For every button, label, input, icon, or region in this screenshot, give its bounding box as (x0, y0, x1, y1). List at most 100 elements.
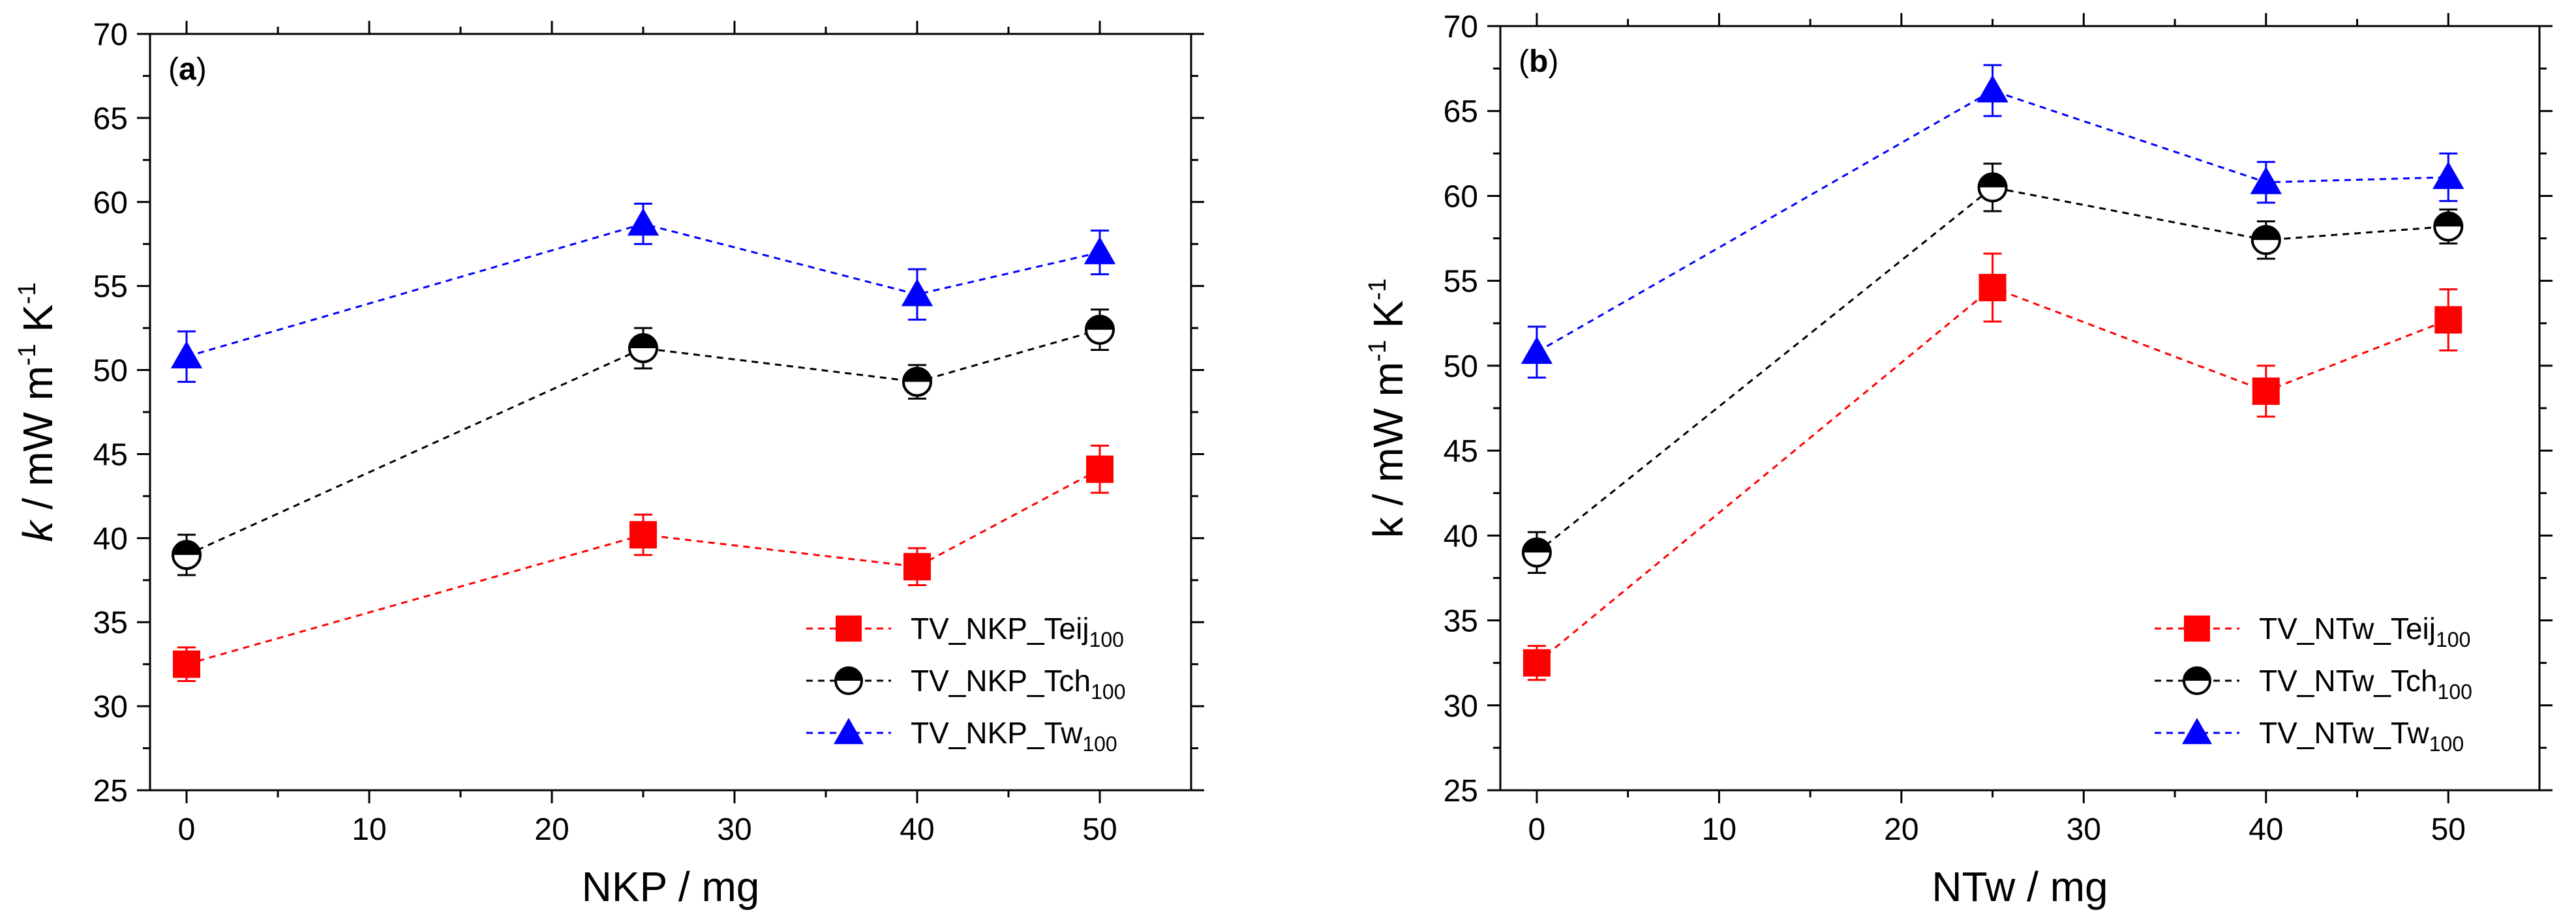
data-point (2252, 377, 2280, 405)
y-axis-title-exponent: -1 (14, 344, 41, 366)
legend-label-subscript: 100 (2438, 680, 2472, 704)
y-tick-label: 30 (1444, 689, 1478, 724)
x-tick-label: 30 (717, 812, 751, 847)
series-square (1523, 252, 2462, 681)
y-tick-label: 55 (93, 270, 128, 304)
y-tick-label: 40 (1444, 519, 1478, 554)
y-tick-label: 60 (93, 186, 128, 220)
data-point (1978, 274, 2007, 302)
legend-label: TV_NTw_Teij100 (2259, 612, 2470, 651)
y-tick-label: 50 (93, 354, 128, 389)
legend-label: TV_NTw_Tch100 (2259, 664, 2472, 704)
panel-label-paren: ) (1548, 44, 1558, 79)
legend-marker (836, 616, 862, 642)
x-axis-title: NTw / mg (1932, 863, 2108, 910)
y-tick-label: 45 (93, 438, 128, 472)
panel-label-letter: a (179, 52, 196, 87)
legend-label-main: TV_NTw_Teij (2259, 612, 2436, 645)
data-point (170, 340, 203, 369)
legend-label: TV_NKP_Tw100 (911, 716, 1117, 756)
legend-marker (834, 718, 864, 745)
legend-label-subscript: 100 (1091, 680, 1125, 704)
series-line (1536, 286, 2449, 664)
y-axis-title-exponent: -1 (1364, 278, 1391, 301)
legend-label-main: TV_NKP_Tw (911, 716, 1083, 750)
legend-label-main: TV_NTw_Tw (2259, 716, 2430, 750)
x-tick-label: 50 (2431, 812, 2466, 847)
y-tick-label: 25 (1444, 774, 1478, 809)
series-line (186, 222, 1100, 358)
series-half-circle (172, 308, 1115, 576)
x-tick-label: 20 (1884, 812, 1918, 847)
y-axis-title-unit: / mW m (14, 366, 61, 521)
x-tick-label: 40 (2249, 812, 2283, 847)
legend-label-subscript: 100 (2436, 628, 2470, 651)
legend-label-main: TV_NKP_Teij (911, 612, 1089, 645)
series-line (186, 468, 1100, 666)
y-tick-label: 70 (1444, 10, 1478, 44)
x-tick-label: 0 (1528, 812, 1546, 847)
legend-label: TV_NKP_Tch100 (911, 664, 1126, 704)
legend-label: TV_NTw_Tw100 (2259, 716, 2464, 756)
y-tick-label: 65 (93, 102, 128, 136)
series-line (1536, 186, 2449, 554)
y-tick-label: 25 (93, 774, 128, 809)
legend-marker (2184, 616, 2210, 642)
x-tick-label: 30 (2067, 812, 2101, 847)
panel-label-letter: b (1529, 44, 1548, 79)
panel-label: (b) (1519, 44, 1558, 79)
data-point (627, 208, 659, 236)
chart-panel-a: 0 10 20 30 40 50 25 30 35 40 45 50 55 60 65 70 NKP / mg k… (14, 18, 1204, 910)
data-point (629, 521, 657, 549)
data-point (903, 553, 931, 581)
legend-marker (2182, 718, 2212, 745)
series-line (1536, 89, 2449, 353)
x-tick-label: 50 (1082, 812, 1117, 847)
data-point (901, 278, 933, 306)
data-point (2432, 161, 2464, 189)
y-tick-label: 35 (1444, 604, 1478, 639)
x-axis-title: NKP / mg (582, 863, 760, 910)
legend-label-main: TV_NKP_Tch (911, 664, 1091, 698)
series-triangle (1521, 64, 2464, 379)
y-tick-label: 50 (1444, 349, 1478, 384)
y-axis-title-unit: K (1365, 301, 1412, 340)
x-tick-label: 40 (900, 812, 934, 847)
data-point (1521, 336, 1553, 364)
panel-label: (a) (168, 52, 207, 87)
series-square (173, 445, 1114, 682)
series-triangle (170, 202, 1116, 383)
y-tick-label: 40 (93, 522, 128, 556)
x-tick-label: 20 (534, 812, 569, 847)
y-tick-label: 35 (93, 606, 128, 640)
data-point (1085, 314, 1115, 345)
legend-label-subscript: 100 (1089, 628, 1124, 651)
data-point (1083, 236, 1116, 265)
data-point (1521, 537, 1552, 568)
x-tick-label: 0 (178, 812, 196, 847)
data-point (1977, 74, 2008, 103)
data-point (172, 540, 202, 571)
y-tick-label: 60 (1444, 179, 1478, 214)
series-half-circle (1521, 162, 2464, 574)
y-tick-label: 30 (93, 690, 128, 724)
legend-label-subscript: 100 (1082, 732, 1117, 756)
legend-label: TV_NKP_Teij100 (911, 612, 1124, 651)
x-tick-label: 10 (352, 812, 386, 847)
y-axis-title-exponent: -1 (14, 282, 41, 304)
x-tick-label: 10 (1702, 812, 1736, 847)
y-axis-title-unit: K (14, 304, 61, 344)
y-axis-title: k / mW m-1 K-1 (1364, 278, 1412, 538)
data-point (1977, 172, 2008, 203)
y-axis-title: k / mW m-1 K-1 (14, 282, 61, 542)
data-point (2433, 211, 2464, 242)
legend-label-subscript: 100 (2429, 732, 2464, 756)
data-point (628, 333, 658, 364)
panel-label-paren: ( (1519, 44, 1529, 79)
chart-panel-b: 0 10 20 30 40 50 25 30 35 40 45 50 55 60 65 70 NTw / mg k… (1364, 10, 2553, 910)
y-tick-label: 70 (93, 18, 128, 52)
y-tick-label: 55 (1444, 265, 1478, 299)
